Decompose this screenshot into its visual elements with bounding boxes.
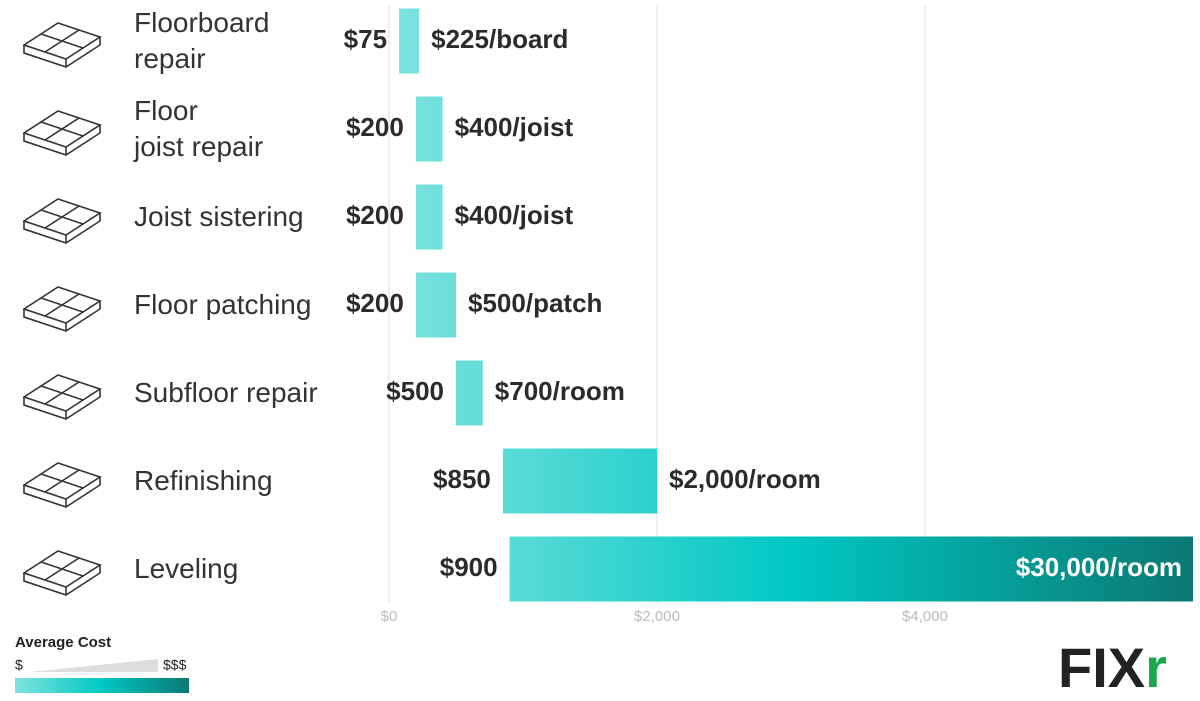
bar — [456, 360, 483, 426]
legend-gradient — [15, 678, 189, 693]
row-icon — [22, 462, 102, 508]
high-label: $400/joist — [455, 200, 574, 230]
row-icon — [22, 110, 102, 156]
row-icon — [22, 374, 102, 420]
legend-wedge — [30, 659, 158, 672]
row-icon — [22, 286, 102, 332]
row-icon — [22, 198, 102, 244]
low-label: $900 — [440, 552, 498, 582]
row-icon — [22, 550, 102, 596]
icon-shape — [44, 29, 80, 53]
high-label: $2,000/room — [669, 464, 821, 494]
legend-low: $ — [15, 657, 23, 673]
category-label: Floorboard repair — [134, 7, 270, 74]
icon-shape — [44, 117, 80, 141]
bar — [415, 272, 456, 338]
bar — [415, 96, 443, 162]
category-label: Subfloor repair — [134, 377, 318, 408]
x-tick-label: $2,000 — [634, 608, 680, 625]
legend-high: $$$ — [163, 657, 187, 673]
category-label: Floor patching — [134, 289, 312, 320]
icon-shape — [44, 469, 80, 493]
low-label: $850 — [433, 464, 491, 494]
high-label: $225/board — [431, 24, 568, 54]
high-label: $700/room — [495, 376, 625, 406]
row-icon — [22, 22, 102, 68]
low-label: $75 — [344, 24, 387, 54]
low-label: $200 — [346, 200, 404, 230]
low-label: $200 — [346, 112, 404, 142]
low-label: $200 — [346, 288, 404, 318]
high-label: $500/patch — [468, 288, 602, 318]
x-tick-label: $0 — [381, 608, 398, 625]
bar — [509, 536, 1193, 602]
legend-title: Average Cost — [15, 634, 111, 651]
high-label: $30,000/room — [1016, 552, 1182, 582]
category-label: Floor joist repair — [134, 95, 264, 162]
bar — [502, 448, 657, 514]
low-label: $500 — [386, 376, 444, 406]
plot — [399, 8, 1193, 602]
category-label: Leveling — [134, 553, 239, 584]
category-label: Joist sistering — [134, 201, 304, 232]
logo-accent: r — [1145, 636, 1167, 699]
bar — [415, 184, 443, 250]
category-label: Refinishing — [134, 465, 273, 496]
bar — [399, 8, 420, 74]
high-label: $400/joist — [455, 112, 574, 142]
x-tick-label: $4,000 — [902, 608, 948, 625]
icon-shape — [44, 293, 80, 317]
logo-main: FIX — [1058, 636, 1145, 699]
icon-shape — [44, 381, 80, 405]
icon-shape — [44, 205, 80, 229]
logo: FIXr — [1058, 636, 1167, 699]
icon-shape — [44, 557, 80, 581]
